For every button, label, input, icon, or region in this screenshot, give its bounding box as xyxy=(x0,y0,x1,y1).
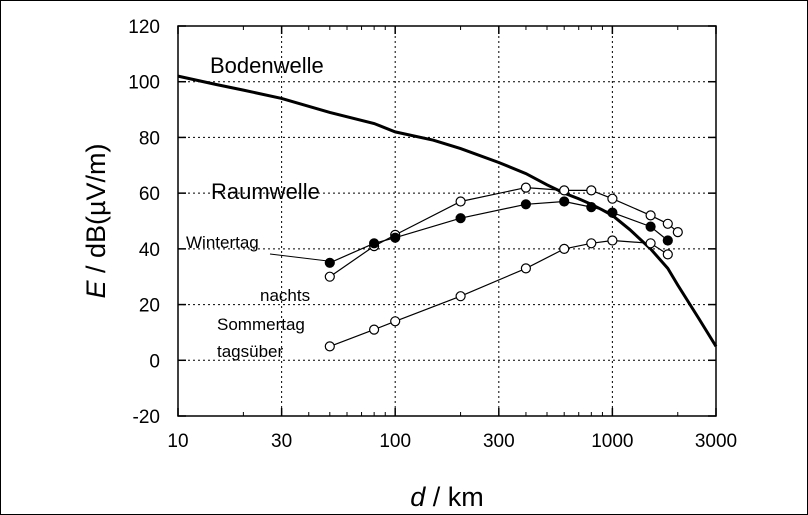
y-tick-label: 20 xyxy=(139,296,160,317)
data-point-winter_night_filled xyxy=(390,232,401,243)
axis-ticks: 10 30 100 300 1000 3000 -20 0 20 40 60 80 100 120 xyxy=(128,17,737,452)
y-tick-label: 100 xyxy=(128,73,160,94)
annotation-raumwelle: Raumwelle xyxy=(211,179,320,204)
wintertag-leader-line xyxy=(269,253,326,262)
y-tick-label: 80 xyxy=(139,128,160,149)
data-point-winter_night_open xyxy=(586,185,597,196)
grid xyxy=(178,26,716,416)
y-tick-label: -20 xyxy=(133,407,160,428)
data-point-summer_day xyxy=(520,263,532,274)
series-line-summer_day xyxy=(329,239,669,347)
annotation-wintertag: Wintertag xyxy=(186,233,259,252)
data-point-winter_night_open xyxy=(455,196,466,207)
data-point-winter_night_open xyxy=(662,218,673,229)
data-point-summer_day xyxy=(645,238,656,249)
data-point-summer_day xyxy=(607,235,618,246)
x-tick-label: 10 xyxy=(167,431,188,452)
data-point-winter_night_open xyxy=(672,227,683,238)
x-tick-label: 30 xyxy=(271,431,292,452)
data-point-summer_day xyxy=(662,249,673,260)
series-summer_day xyxy=(324,235,673,352)
data-point-summer_day xyxy=(559,243,570,254)
data-point-winter_night_filled xyxy=(586,202,597,213)
data-point-summer_day xyxy=(390,316,401,327)
series-layer xyxy=(177,74,718,352)
data-point-winter_night_filled xyxy=(369,238,380,249)
plot-area-frame xyxy=(177,25,717,417)
data-point-winter_night_filled xyxy=(520,199,532,210)
annotation-nachts: nachts xyxy=(260,286,310,305)
series-winter_night_open xyxy=(324,182,683,282)
data-point-summer_day xyxy=(369,324,380,335)
series-line-winter_night_filled xyxy=(329,200,669,264)
data-point-summer_day xyxy=(586,238,597,249)
annotation-tagsueber: tagsüber xyxy=(217,342,283,361)
data-point-winter_night_filled xyxy=(324,257,335,268)
y-tick-label: 60 xyxy=(139,184,160,205)
data-point-winter_night_filled xyxy=(559,196,570,207)
x-tick-label: 1000 xyxy=(591,431,633,452)
x-tick-label: 3000 xyxy=(695,431,737,452)
data-point-summer_day xyxy=(324,341,335,352)
series-bodenwelle xyxy=(177,74,718,348)
data-point-winter_night_open xyxy=(645,210,656,221)
x-tick-label: 100 xyxy=(379,431,411,452)
y-tick-label: 120 xyxy=(128,17,160,38)
series-line-bodenwelle xyxy=(177,74,718,348)
y-tick-label: 0 xyxy=(149,351,160,372)
y-axis-label: E / dB(µV/m) xyxy=(81,143,111,298)
data-point-winter_night_open xyxy=(324,271,335,282)
series-line-winter_night_open xyxy=(329,186,679,278)
y-tick-label: 40 xyxy=(139,240,160,261)
data-point-summer_day xyxy=(455,291,466,302)
data-point-winter_night_filled xyxy=(455,213,466,224)
annotation-sommertag: Sommertag xyxy=(217,315,305,334)
annotation-bodenwelle: Bodenwelle xyxy=(210,53,324,78)
data-point-winter_night_filled xyxy=(662,235,673,246)
data-point-winter_night_filled xyxy=(645,221,656,232)
data-point-winter_night_open xyxy=(607,193,618,204)
series-winter_night_filled xyxy=(324,196,673,268)
data-point-winter_night_open xyxy=(559,185,570,196)
x-tick-label: 300 xyxy=(483,431,515,452)
data-point-winter_night_filled xyxy=(607,207,618,218)
x-axis-label: d / km xyxy=(410,482,484,512)
data-point-winter_night_open xyxy=(520,182,532,193)
